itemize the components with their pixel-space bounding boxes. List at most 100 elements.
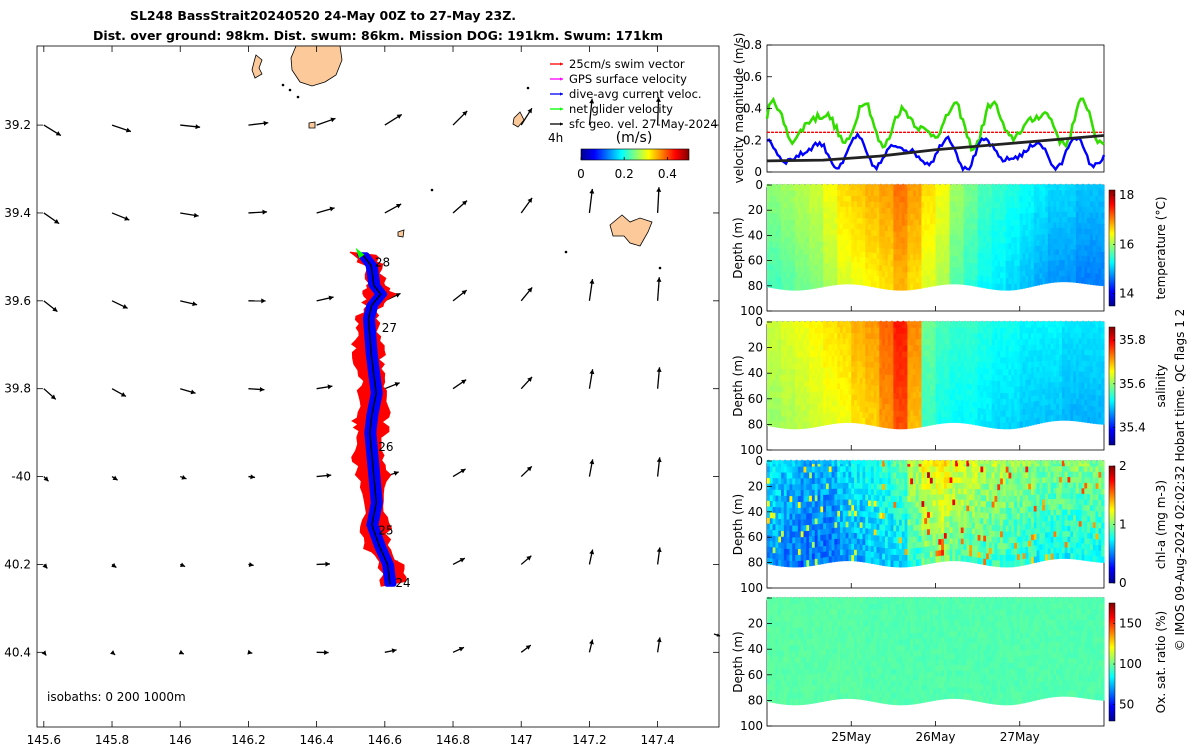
- section-cell: [915, 271, 920, 278]
- section-cell: [868, 235, 872, 242]
- section-cell: [856, 267, 861, 274]
- section-cell: [938, 279, 942, 286]
- section-cell: [929, 274, 934, 282]
- day-marker-label: 25: [378, 523, 393, 537]
- section-cell: [1011, 260, 1015, 268]
- section-cell: [825, 224, 830, 231]
- section-cell: [1022, 224, 1026, 232]
- section-cell: [991, 202, 996, 209]
- section-cell: [803, 272, 807, 279]
- surface-dot: [1058, 183, 1063, 189]
- section-cell: [1067, 190, 1071, 197]
- section-cell: [991, 196, 996, 203]
- section-cell: [814, 259, 819, 266]
- section-cell: [865, 223, 869, 231]
- section-cell: [927, 280, 931, 288]
- section-cell: [910, 260, 914, 267]
- section-cell: [778, 190, 782, 197]
- section-cell: [907, 266, 911, 273]
- section-cell: [901, 196, 906, 203]
- legend-arrow: [550, 122, 563, 126]
- section-cell: [893, 278, 897, 285]
- section-cell: [960, 262, 965, 269]
- section-cell: [974, 212, 979, 220]
- section-cell: [972, 246, 976, 253]
- section-cell: [862, 190, 866, 197]
- section-cell: [952, 217, 956, 224]
- section-cell: [769, 402, 774, 410]
- section-cell: [789, 272, 793, 279]
- section-cell: [904, 260, 909, 268]
- section-cell: [1101, 212, 1105, 219]
- section-cell: [896, 190, 900, 198]
- section-cell: [1089, 190, 1094, 197]
- section-cell: [1050, 222, 1055, 229]
- section-cell: [1095, 262, 1099, 269]
- section-cell: [963, 195, 967, 202]
- section-cell: [848, 239, 852, 246]
- section-cell: [828, 223, 833, 231]
- section-cell: [896, 260, 900, 268]
- map-x-tick-label: 146: [169, 733, 192, 747]
- section-cell: [966, 245, 970, 253]
- section-cell: [966, 223, 970, 230]
- section-cell: [809, 248, 813, 255]
- section-cell: [873, 224, 878, 231]
- section-cell: [811, 282, 816, 289]
- section-cell: [915, 265, 920, 272]
- section-cell: [1101, 268, 1105, 275]
- section-cell: [823, 274, 827, 282]
- island-small: [251, 54, 263, 79]
- section-cell: [1081, 266, 1085, 273]
- section-cell: [870, 275, 875, 282]
- section-cell: [837, 262, 841, 269]
- section-cell: [767, 218, 771, 226]
- surface-current-arrow: [520, 465, 533, 478]
- section-cell: [1101, 418, 1105, 425]
- section-cell: [1028, 230, 1032, 237]
- section-cell: [1050, 238, 1055, 245]
- section-cell: [1092, 229, 1097, 236]
- section-cell: [924, 230, 928, 237]
- section-cell: [820, 241, 824, 248]
- section-cell: [876, 247, 880, 254]
- section-cell: [778, 196, 782, 203]
- section-cell: [1098, 262, 1102, 270]
- section-cell: [795, 254, 799, 262]
- section-cell: [1064, 254, 1069, 261]
- section-cell: [924, 207, 928, 214]
- section-cell: [811, 236, 816, 243]
- section-cell: [876, 281, 880, 289]
- section-cell: [1033, 246, 1038, 253]
- section-cell: [983, 270, 987, 277]
- section-cell: [1014, 242, 1018, 250]
- section-cell: [831, 268, 835, 275]
- section-cell: [893, 219, 897, 227]
- section-cell: [814, 270, 819, 277]
- section-cell: [904, 272, 909, 279]
- section-cell: [1025, 230, 1029, 237]
- section-cell: [811, 265, 816, 272]
- section-cell: [907, 283, 911, 291]
- section-cell: [879, 236, 883, 243]
- section-cell: [882, 271, 886, 278]
- section-cell: [778, 231, 782, 238]
- section-cell: [966, 229, 970, 236]
- map-x-tick-label: 145.8: [95, 733, 129, 747]
- section-cell: [1047, 260, 1052, 267]
- section-cell: [1033, 251, 1038, 259]
- section-cell: [817, 275, 821, 283]
- section-cell: [1092, 268, 1097, 275]
- surface-dot: [878, 183, 884, 189]
- section-cell: [769, 362, 774, 369]
- section-cell: [1056, 211, 1060, 218]
- section-cell: [913, 225, 917, 232]
- section-cell: [887, 225, 892, 232]
- section-cell: [890, 196, 894, 203]
- velocity-ticks: 00.20.40.60.8: [743, 38, 772, 179]
- section-cell: [873, 269, 878, 277]
- section-cell: [901, 214, 906, 221]
- section-cell: [778, 345, 782, 352]
- section-cell: [946, 250, 951, 257]
- section-cell: [854, 201, 858, 208]
